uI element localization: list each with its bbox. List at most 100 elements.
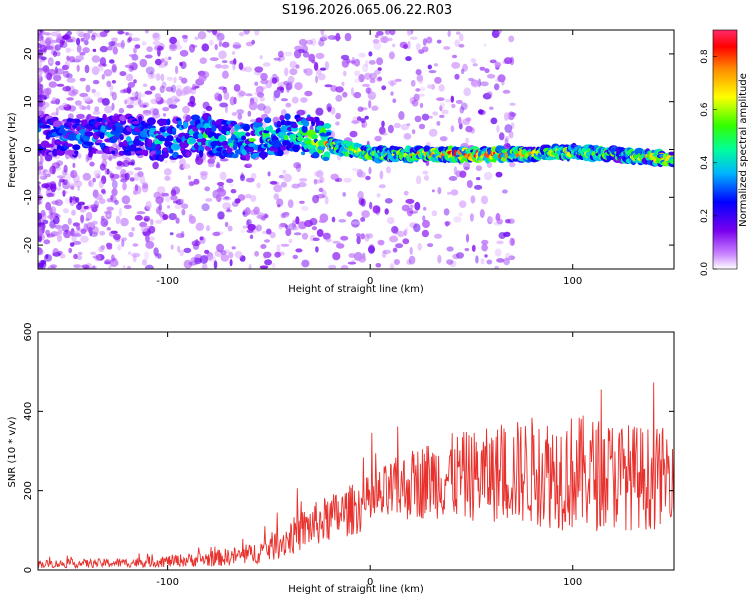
spectrogram-noise-cell	[409, 246, 413, 255]
spectrogram-noise-cell	[390, 91, 394, 96]
colorbar-gradient	[713, 30, 737, 269]
spectrogram-noise-cell	[38, 90, 42, 96]
spectrogram-noise-cell	[104, 210, 113, 215]
spectrogram-noise-cell	[219, 171, 227, 181]
spectrogram-noise-cell	[254, 30, 260, 36]
spectrogram-noise-cell	[91, 220, 98, 225]
spectrogram-noise-cell	[175, 65, 179, 75]
spectrogram-noise-cell	[248, 263, 252, 269]
spectrogram-noise-cell	[390, 81, 395, 87]
spectrogram-noise-cell	[295, 163, 302, 173]
x-tick-label: 0	[367, 577, 373, 588]
spectrogram-noise-cell	[111, 65, 118, 74]
spectrogram-noise-cell	[38, 38, 45, 42]
spectrogram-noise-cell	[335, 94, 343, 102]
spectrogram-noise-cell	[465, 233, 470, 243]
spectrogram-noise-cell	[508, 35, 515, 43]
spectrogram-noise-cell	[358, 255, 367, 263]
spectrogram-noise-cell	[428, 115, 433, 119]
spectrogram-noise-cell	[405, 56, 412, 62]
spectrogram-noise-cell	[91, 88, 96, 94]
spectrogram-noise-cell	[320, 30, 325, 36]
spectrogram-noise-cell	[312, 237, 320, 242]
spectrogram-noise-cell	[374, 69, 381, 75]
spectrogram-noise-cell	[254, 81, 259, 86]
spectrogram-noise-cell	[282, 169, 287, 175]
spectrogram-noise-cell	[227, 225, 233, 232]
spectrogram-ridge-cell	[51, 137, 56, 146]
spectrogram-noise-cell	[392, 98, 397, 104]
spectrogram-noise-cell	[199, 57, 207, 64]
spectrogram-noise-cell	[409, 36, 418, 40]
spectrogram-noise-cell	[189, 95, 196, 105]
spectrogram-noise-cell	[55, 68, 65, 75]
spectrogram-noise-cell	[446, 259, 454, 265]
spectrogram-noise-cell	[161, 192, 170, 197]
spectrogram-noise-cell	[143, 104, 147, 108]
spectrogram-noise-cell	[244, 193, 252, 199]
spectrogram-noise-cell	[174, 204, 183, 209]
spectrogram-noise-cell	[69, 196, 73, 204]
spectrogram-noise-cell	[56, 34, 62, 39]
spectrogram-noise-cell	[376, 77, 383, 82]
spectrogram-noise-cell	[416, 43, 421, 51]
spectrogram-noise-cell	[144, 54, 153, 59]
spectrogram-noise-cell	[71, 196, 76, 201]
spectrogram-noise-cell	[445, 221, 450, 227]
spectrogram-noise-cell	[38, 49, 43, 55]
spectrogram-noise-cell	[47, 265, 56, 269]
spectrogram-noise-cell	[99, 45, 108, 53]
spectrogram-noise-cell	[66, 77, 76, 83]
spectrogram-noise-cell	[247, 223, 256, 231]
spectrogram-noise-cell	[122, 264, 126, 269]
spectrogram-noise-cell	[479, 66, 486, 71]
spectrogram-noise-cell	[81, 264, 90, 269]
spectrogram-noise-cell	[400, 123, 409, 131]
spectrogram-noise-cell	[149, 236, 155, 241]
spectrogram-noise-cell	[376, 57, 384, 66]
spectrogram-noise-cell	[358, 197, 365, 206]
spectrogram-noise-cell	[175, 233, 185, 239]
spectrogram-noise-cell	[231, 201, 239, 207]
spectrogram-noise-cell	[504, 124, 513, 133]
spectrogram-noise-cell	[49, 165, 56, 175]
spectrogram-ridge-cell	[59, 125, 65, 130]
spectrogram-noise-cell	[108, 231, 116, 237]
spectrogram-cells	[38, 30, 674, 269]
spectrogram-ridge-cell	[245, 153, 251, 161]
spectrogram-noise-cell	[142, 182, 149, 189]
spectrogram-noise-cell	[50, 112, 58, 116]
spectrogram-noise-cell	[107, 45, 113, 51]
snr-background	[38, 332, 674, 570]
spectrogram-noise-cell	[464, 247, 470, 252]
spectrogram-noise-cell	[318, 187, 324, 193]
colorbar-frame	[712, 29, 738, 270]
spectrogram-ridge-cell	[143, 150, 149, 157]
spectrogram-noise-cell	[79, 104, 85, 110]
spectrogram-noise-cell	[170, 95, 179, 105]
spectrogram-noise-cell	[204, 186, 210, 192]
spectrogram-noise-cell	[392, 226, 399, 235]
spectrogram-noise-cell	[182, 105, 190, 114]
spectrogram-noise-cell	[187, 175, 192, 181]
spectrogram-noise-cell	[101, 190, 107, 195]
spectrogram-noise-cell	[232, 42, 242, 50]
spectrogram-noise-cell	[480, 258, 485, 265]
spectrogram-noise-cell	[89, 161, 95, 167]
spectrogram-ridge-cell	[169, 149, 174, 154]
spectrogram-noise-cell	[45, 45, 54, 51]
spectrogram-noise-cell	[273, 184, 283, 193]
spectrogram-ridge-cell	[51, 129, 57, 133]
spectrogram-noise-cell	[340, 54, 350, 61]
spectrogram-noise-cell	[163, 168, 172, 176]
spectrogram-ridge-cell	[82, 136, 90, 142]
colorbar-tick-label: 0.0	[700, 262, 710, 277]
spectrogram-noise-cell	[43, 239, 51, 245]
spectrogram-ridge-cell	[258, 151, 268, 159]
spectrogram-noise-cell	[300, 97, 308, 103]
spectrogram-noise-cell	[480, 81, 489, 87]
spectrogram-noise-cell	[131, 92, 138, 97]
spectrogram-noise-cell	[216, 33, 225, 42]
spectrogram-noise-cell	[414, 115, 422, 123]
spectrogram-noise-cell	[414, 201, 421, 211]
